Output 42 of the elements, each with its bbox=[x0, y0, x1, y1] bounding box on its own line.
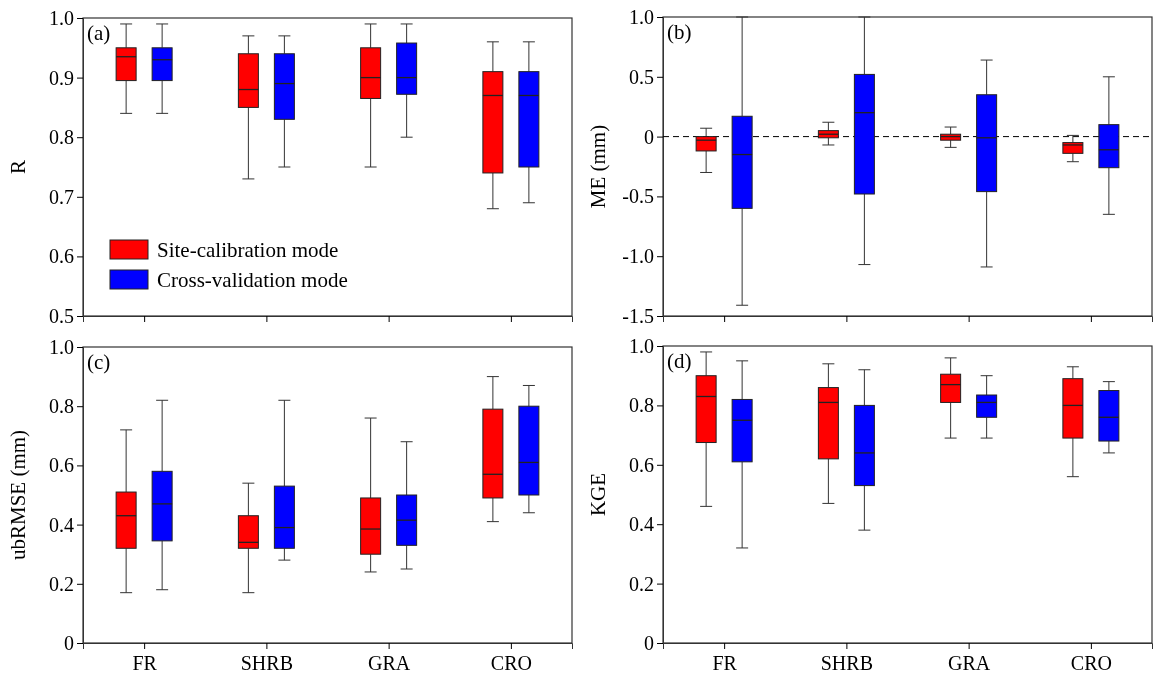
y-tick-label: 0.4 bbox=[629, 513, 654, 536]
annotation: (c) bbox=[87, 350, 111, 374]
y-tick-label: 0.6 bbox=[49, 245, 74, 268]
y-tick-label: 0.6 bbox=[629, 453, 654, 476]
y-tick-label: 0.9 bbox=[49, 66, 74, 89]
y-tick-label: 0.8 bbox=[49, 126, 74, 149]
x-tick-label: GRA bbox=[948, 652, 991, 674]
legend-label: Cross-validation mode bbox=[157, 268, 348, 292]
x-tick-label: FR bbox=[132, 652, 158, 674]
y-axis-title: R bbox=[6, 159, 30, 175]
y-tick-label: 1.0 bbox=[49, 335, 74, 358]
annotation: (a) bbox=[87, 21, 111, 45]
y-tick-label: 0.8 bbox=[629, 394, 654, 417]
y-tick-label: 1.0 bbox=[629, 334, 654, 357]
y-tick-label: 0 bbox=[644, 631, 654, 654]
annotation: (d) bbox=[667, 349, 692, 373]
y-tick-label: 0.7 bbox=[49, 185, 74, 208]
y-tick-label: 0.5 bbox=[49, 304, 74, 327]
y-axis-title: ME (mm) bbox=[586, 124, 610, 209]
x-tick-label: FR bbox=[712, 652, 738, 674]
y-tick-label: 0.5 bbox=[629, 65, 654, 88]
x-tick-label: SHRB bbox=[240, 652, 293, 674]
y-tick-label: 0.4 bbox=[49, 513, 74, 536]
y-axis-title: KGE bbox=[586, 472, 610, 517]
y-tick-label: -0.5 bbox=[622, 185, 654, 208]
y-tick-label: 0 bbox=[64, 631, 74, 654]
x-tick-label: CRO bbox=[490, 652, 532, 674]
y-tick-label: -1.5 bbox=[622, 304, 654, 327]
y-tick-label: 1.0 bbox=[49, 6, 74, 29]
y-tick-label: 0.8 bbox=[49, 395, 74, 418]
y-tick-label: 0 bbox=[644, 125, 654, 148]
x-tick-label: SHRB bbox=[820, 652, 873, 674]
y-tick-label: 0.2 bbox=[49, 572, 74, 595]
annotation: (b) bbox=[667, 20, 692, 44]
y-tick-label: 0.6 bbox=[49, 454, 74, 477]
y-tick-label: 0.2 bbox=[629, 572, 654, 595]
y-tick-label: 1.0 bbox=[629, 5, 654, 28]
y-tick-label: -1.0 bbox=[622, 245, 654, 268]
y-axis-title: ubRMSE (mm) bbox=[6, 429, 30, 561]
legend-label: Site-calibration mode bbox=[157, 238, 339, 262]
x-tick-label: CRO bbox=[1070, 652, 1112, 674]
x-tick-label: GRA bbox=[368, 652, 411, 674]
